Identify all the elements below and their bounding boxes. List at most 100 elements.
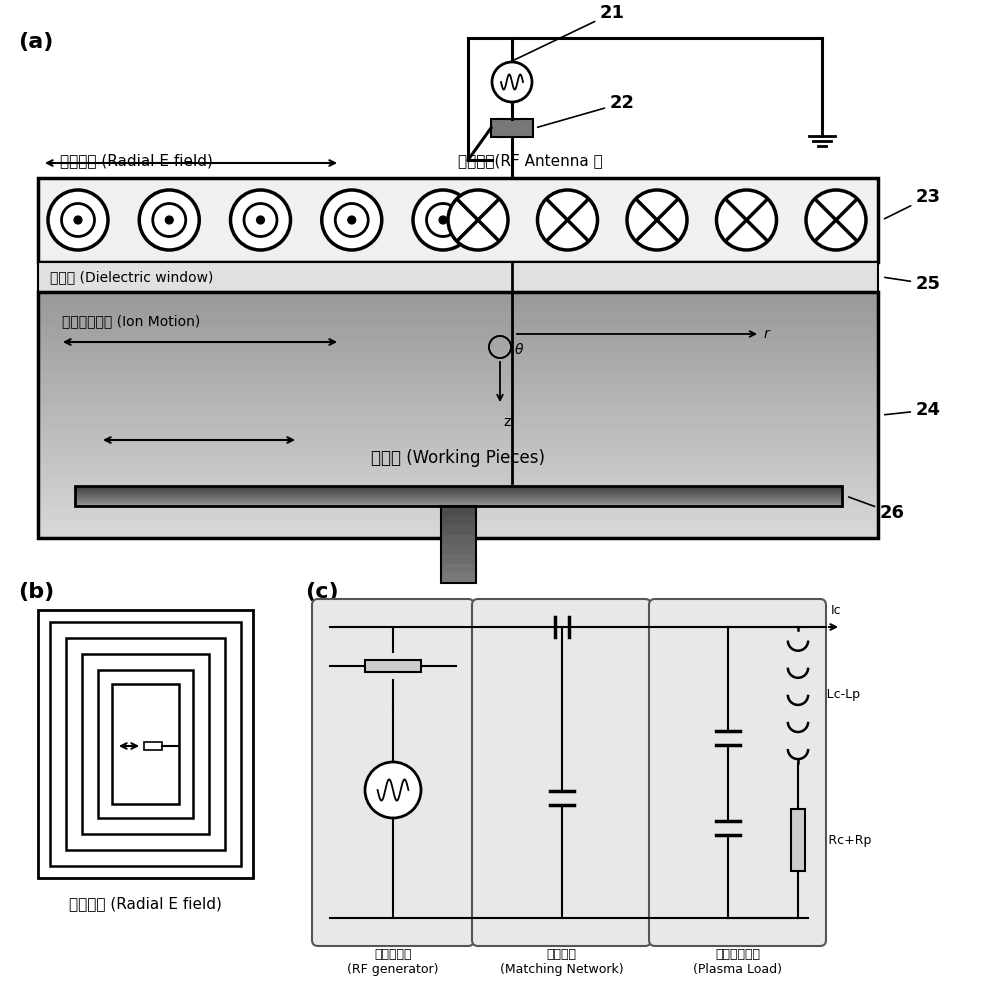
Text: z: z	[503, 415, 511, 429]
Bar	[75, 501, 842, 504]
Bar	[38, 329, 878, 336]
Bar	[38, 501, 878, 508]
Bar	[38, 360, 878, 367]
Circle shape	[165, 216, 173, 224]
Text: 射频天线(RF Antenna ）: 射频天线(RF Antenna ）	[458, 153, 603, 168]
Text: (a): (a)	[18, 32, 53, 52]
Text: Ic: Ic	[831, 604, 841, 617]
Circle shape	[322, 190, 382, 250]
Text: 21: 21	[513, 4, 625, 61]
Text: 23: 23	[885, 188, 941, 219]
Bar	[38, 507, 878, 514]
Bar	[144, 742, 162, 750]
Bar	[365, 660, 421, 672]
Bar	[38, 464, 878, 471]
Text: 25: 25	[885, 275, 941, 293]
Bar	[38, 372, 878, 379]
Bar	[75, 503, 842, 505]
Bar	[38, 446, 878, 453]
Circle shape	[230, 190, 290, 250]
Circle shape	[806, 190, 866, 250]
Bar	[38, 347, 878, 355]
Text: 样品架 (Working Pieces): 样品架 (Working Pieces)	[371, 449, 545, 467]
Bar	[38, 489, 878, 496]
Bar	[75, 488, 842, 490]
Bar	[38, 397, 878, 404]
Bar	[75, 496, 842, 499]
Circle shape	[716, 190, 776, 250]
Bar	[75, 493, 842, 495]
FancyBboxPatch shape	[472, 599, 651, 946]
Text: R=Rc+Rp: R=Rc+Rp	[810, 834, 873, 847]
Text: 径向电场 (Radial E field): 径向电场 (Radial E field)	[69, 896, 222, 911]
Bar	[75, 499, 842, 502]
Text: 26: 26	[848, 497, 905, 522]
Bar	[491, 119, 533, 137]
Bar	[441, 516, 476, 526]
Bar	[75, 498, 842, 500]
Bar	[38, 470, 878, 478]
Bar	[38, 433, 878, 441]
Bar	[38, 526, 878, 533]
Bar	[38, 452, 878, 459]
Circle shape	[257, 216, 265, 224]
Text: 24: 24	[885, 401, 941, 419]
Circle shape	[348, 216, 355, 224]
Bar	[791, 809, 805, 871]
Text: $\theta$: $\theta$	[514, 342, 524, 357]
Bar	[38, 421, 878, 428]
Bar	[38, 378, 878, 385]
Bar	[38, 292, 878, 538]
Bar	[112, 684, 179, 804]
Circle shape	[627, 190, 687, 250]
Bar	[75, 504, 842, 507]
Bar	[38, 610, 253, 878]
Bar	[38, 366, 878, 373]
Text: Cp: Cp	[743, 821, 759, 834]
FancyBboxPatch shape	[649, 599, 826, 946]
Text: (c): (c)	[305, 582, 338, 602]
FancyBboxPatch shape	[312, 599, 474, 946]
Bar	[38, 415, 878, 422]
Bar	[38, 409, 878, 416]
Bar	[75, 486, 842, 506]
Bar	[441, 506, 476, 517]
Text: r: r	[764, 327, 769, 341]
Bar	[38, 178, 878, 262]
Text: Cd: Cd	[743, 731, 760, 744]
Bar	[38, 292, 878, 299]
Bar	[98, 670, 193, 818]
Text: 匹配网络
(Matching Network): 匹配网络 (Matching Network)	[500, 948, 623, 976]
Bar	[38, 427, 878, 434]
Bar	[441, 544, 476, 555]
Bar	[38, 477, 878, 484]
Bar	[38, 532, 878, 539]
Text: C2: C2	[578, 791, 594, 804]
Text: 离子运动方向 (Ion Motion): 离子运动方向 (Ion Motion)	[62, 314, 201, 328]
Bar	[38, 323, 878, 330]
Bar	[75, 494, 842, 497]
Text: Vo: Vo	[384, 822, 399, 835]
Circle shape	[537, 190, 597, 250]
Circle shape	[74, 216, 82, 224]
Bar	[441, 573, 476, 584]
Bar	[441, 525, 476, 536]
Bar	[38, 495, 878, 502]
Bar	[50, 622, 241, 866]
Text: Ro: Ro	[387, 613, 402, 626]
Text: 射频发生器
(RF generator): 射频发生器 (RF generator)	[347, 948, 439, 976]
Bar	[66, 638, 225, 850]
Bar	[38, 520, 878, 527]
Circle shape	[48, 190, 108, 250]
Bar	[38, 335, 878, 342]
Bar	[38, 483, 878, 490]
Bar	[82, 654, 209, 834]
Bar	[38, 403, 878, 410]
Circle shape	[448, 190, 508, 250]
Circle shape	[365, 762, 421, 818]
Circle shape	[140, 190, 199, 250]
Circle shape	[439, 216, 447, 224]
Text: 电介质 (Dielectric window): 电介质 (Dielectric window)	[50, 270, 214, 284]
Bar	[75, 486, 842, 489]
Bar	[38, 317, 878, 324]
